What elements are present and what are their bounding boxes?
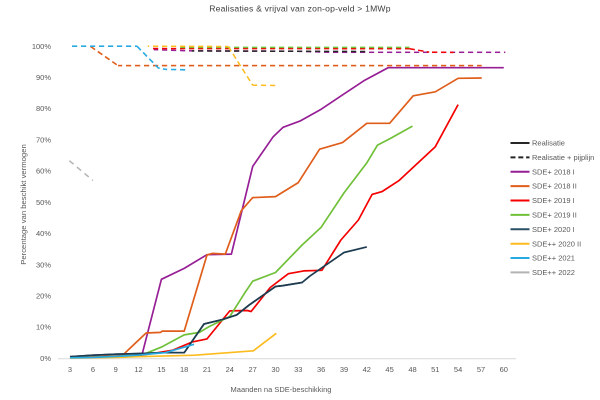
svg-text:54: 54 (454, 365, 462, 374)
svg-text:Realisatie + pijplijn: Realisatie + pijplijn (532, 153, 594, 162)
svg-text:90%: 90% (36, 73, 51, 82)
svg-text:40%: 40% (36, 229, 51, 238)
svg-text:0%: 0% (40, 354, 51, 363)
svg-text:SDE+ 2018 II: SDE+ 2018 II (532, 182, 577, 191)
svg-text:SDE++ 2020 II: SDE++ 2020 II (532, 239, 581, 248)
svg-text:SDE+ 2019 II: SDE+ 2019 II (532, 211, 577, 220)
svg-text:39: 39 (340, 365, 348, 374)
svg-text:3: 3 (68, 365, 72, 374)
svg-text:SDE+ 2018 I: SDE+ 2018 I (532, 167, 575, 176)
svg-text:36: 36 (317, 365, 325, 374)
svg-text:24: 24 (226, 365, 234, 374)
svg-text:50%: 50% (36, 198, 51, 207)
svg-text:57: 57 (477, 365, 485, 374)
svg-text:12: 12 (134, 365, 142, 374)
svg-text:51: 51 (431, 365, 439, 374)
svg-text:60: 60 (500, 365, 508, 374)
svg-text:SDE++ 2022: SDE++ 2022 (532, 268, 575, 277)
svg-text:30%: 30% (36, 260, 51, 269)
svg-text:SDE+ 2019 I: SDE+ 2019 I (532, 196, 575, 205)
svg-text:60%: 60% (36, 167, 51, 176)
svg-text:Percentage van beschikt vermog: Percentage van beschikt vermogen (19, 144, 28, 265)
svg-text:SDE++ 2021: SDE++ 2021 (532, 254, 575, 263)
svg-text:45: 45 (385, 365, 393, 374)
svg-text:18: 18 (180, 365, 188, 374)
svg-text:42: 42 (363, 365, 371, 374)
svg-text:21: 21 (203, 365, 211, 374)
svg-text:10%: 10% (36, 323, 51, 332)
svg-text:27: 27 (249, 365, 257, 374)
svg-text:80%: 80% (36, 104, 51, 113)
svg-text:15: 15 (157, 365, 165, 374)
svg-text:Realisaties & vrijval van zon-: Realisaties & vrijval van zon-op-veld > … (209, 4, 390, 14)
svg-text:70%: 70% (36, 135, 51, 144)
svg-text:33: 33 (294, 365, 302, 374)
svg-text:9: 9 (114, 365, 118, 374)
svg-text:30: 30 (271, 365, 279, 374)
svg-text:SDE+ 2020 I: SDE+ 2020 I (532, 225, 575, 234)
svg-text:20%: 20% (36, 292, 51, 301)
svg-text:100%: 100% (32, 42, 52, 51)
svg-text:48: 48 (408, 365, 416, 374)
svg-text:6: 6 (91, 365, 95, 374)
svg-text:Maanden na SDE-beschikking: Maanden na SDE-beschikking (231, 385, 332, 394)
svg-text:Realisatie: Realisatie (532, 139, 565, 148)
